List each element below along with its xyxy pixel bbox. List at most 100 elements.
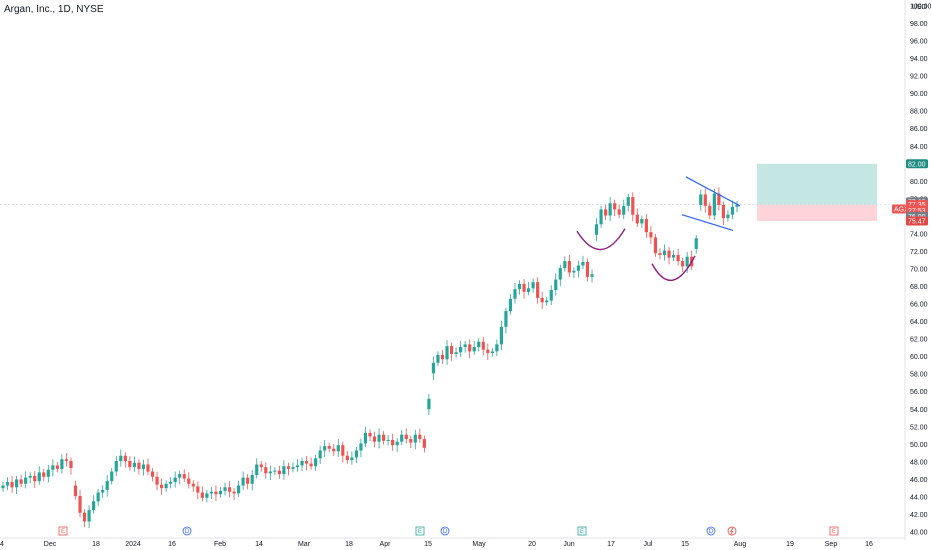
- candle: [717, 187, 721, 211]
- event-marker-earnings[interactable]: E: [58, 526, 68, 536]
- candle-body: [359, 443, 363, 451]
- candle: [726, 209, 730, 222]
- x-tick-label: Jun: [563, 541, 574, 548]
- candle-body: [626, 197, 630, 206]
- position-tool[interactable]: [757, 163, 877, 222]
- candle: [196, 481, 200, 500]
- candle: [209, 486, 214, 500]
- candle-body: [468, 344, 472, 352]
- candle: [164, 480, 168, 492]
- candle-body: [332, 448, 336, 452]
- candle: [517, 280, 522, 295]
- upcoming-event-marker[interactable]: [727, 526, 737, 536]
- stop-zone[interactable]: [757, 204, 877, 222]
- candle-body: [481, 341, 485, 350]
- candle: [46, 464, 50, 483]
- event-marker-dividend[interactable]: D: [706, 526, 716, 536]
- cup-pattern-right[interactable]: [651, 255, 696, 282]
- event-marker-dividend[interactable]: D: [182, 526, 192, 536]
- candle: [558, 264, 562, 287]
- x-tick-label: 14: [255, 541, 263, 548]
- candle: [119, 449, 123, 467]
- candle-body: [667, 250, 671, 258]
- target-zone[interactable]: [757, 163, 877, 205]
- lightning-icon: [727, 526, 737, 536]
- candle: [486, 343, 490, 360]
- event-marker-earnings[interactable]: E: [829, 526, 839, 536]
- x-tick-label: 18: [345, 541, 353, 548]
- candle-body: [631, 197, 635, 215]
- candle: [137, 459, 141, 475]
- y-tick-label: 62.00: [910, 337, 928, 344]
- candle: [73, 480, 78, 500]
- candle-body: [5, 482, 10, 486]
- candle-body: [671, 254, 676, 258]
- event-marker-earnings[interactable]: E: [577, 526, 587, 536]
- price-axis[interactable]: USD 40.00 42.00 44.00 46.00 48.00 50.00 52.00 5…: [904, 0, 932, 540]
- y-tick-label: 70.00: [910, 267, 928, 274]
- candle-body: [291, 467, 295, 469]
- cup-pattern-left[interactable]: [576, 228, 626, 251]
- candle: [617, 204, 621, 219]
- event-marker-earnings[interactable]: E: [415, 526, 425, 536]
- candle-body: [354, 450, 359, 458]
- x-tick-label: 18: [92, 541, 100, 548]
- candle: [309, 457, 313, 470]
- candle: [123, 452, 127, 468]
- event-marker-dividend[interactable]: D: [440, 526, 450, 536]
- candle: [314, 454, 318, 471]
- event-marker-label: D: [185, 529, 190, 535]
- candle: [33, 471, 37, 488]
- candle-body: [395, 441, 399, 446]
- candle: [545, 297, 549, 306]
- candle: [703, 188, 707, 213]
- candle-body: [381, 434, 386, 441]
- candle: [264, 462, 268, 479]
- candle: [141, 459, 146, 476]
- dividend-icon: [440, 526, 450, 536]
- candle-body: [78, 496, 82, 513]
- candle-body: [644, 219, 648, 233]
- candle-body: [554, 279, 558, 291]
- drawings[interactable]: [576, 176, 741, 282]
- candle: [626, 193, 630, 212]
- y-tick-label: 48.00: [910, 459, 928, 466]
- candles: [1, 187, 739, 529]
- candle: [318, 445, 322, 464]
- candle-body: [155, 476, 159, 485]
- y-tick-label: 88.00: [910, 109, 928, 116]
- channel-upper-line[interactable]: [685, 176, 741, 207]
- candle: [653, 233, 658, 257]
- candle: [227, 481, 232, 498]
- candle-body: [522, 283, 526, 292]
- candle: [667, 247, 671, 265]
- time-axis[interactable]: 4 Dec 18 2024 16 Feb 14 Mar 18 Apr 15 May 20 Jun 17 Jul…: [0, 537, 905, 548]
- candle: [282, 460, 286, 480]
- candle-body: [60, 459, 64, 469]
- channel-lower-line[interactable]: [681, 214, 734, 231]
- event-marker-label: E: [61, 529, 65, 535]
- candle: [513, 283, 517, 304]
- event-marker-label: E: [418, 529, 422, 535]
- x-tick-label: Apr: [380, 541, 392, 548]
- price-tag-symbol: AGX: [892, 204, 909, 214]
- candle: [640, 215, 644, 228]
- candle: [522, 279, 526, 299]
- candle-body: [37, 472, 41, 482]
- candle-body: [33, 475, 37, 482]
- candle: [671, 250, 676, 262]
- candle: [563, 256, 567, 272]
- candle: [286, 462, 291, 476]
- x-tick-label: Jul: [644, 541, 653, 548]
- candle: [205, 489, 209, 503]
- price-tag-bg: [906, 159, 928, 169]
- candle: [55, 461, 59, 473]
- x-tick-label: 19: [786, 541, 794, 548]
- candle: [536, 277, 540, 304]
- earnings-icon: [58, 526, 68, 536]
- candle: [676, 248, 680, 266]
- candle: [223, 482, 227, 496]
- candle-body: [576, 265, 581, 271]
